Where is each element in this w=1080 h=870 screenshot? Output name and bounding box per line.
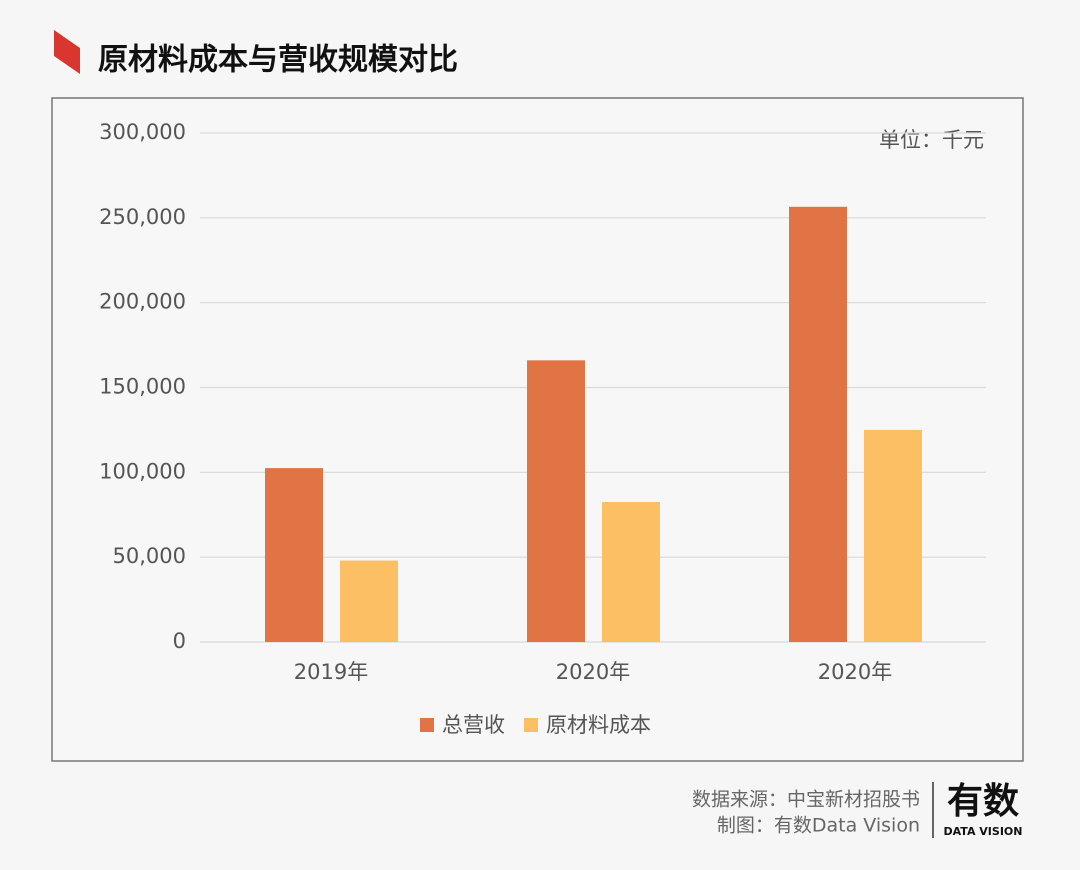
legend-label: 原材料成本 bbox=[546, 713, 651, 737]
y-tick-label: 250,000 bbox=[99, 205, 186, 229]
legend-label: 总营收 bbox=[442, 713, 505, 737]
chart-title: 原材料成本与营收规模对比 bbox=[98, 43, 458, 78]
bar bbox=[527, 360, 585, 642]
x-tick-label: 2020年 bbox=[556, 660, 630, 684]
bar bbox=[602, 502, 660, 642]
unit-note: 单位：千元 bbox=[879, 128, 984, 152]
x-tick-label: 2020年 bbox=[818, 660, 892, 684]
y-tick-label: 150,000 bbox=[99, 375, 186, 399]
bar bbox=[864, 429, 922, 642]
bar bbox=[789, 206, 847, 642]
credit-note: 制图：有数Data Vision bbox=[717, 815, 920, 837]
title-icon bbox=[54, 30, 80, 74]
y-tick-label: 0 bbox=[173, 629, 186, 653]
logo: 有数 bbox=[947, 781, 1019, 822]
y-tick-label: 100,000 bbox=[99, 459, 186, 483]
source-note: 数据来源：中宝新材招股书 bbox=[692, 789, 920, 811]
y-tick-label: 200,000 bbox=[99, 290, 186, 314]
legend-swatch bbox=[524, 718, 538, 732]
x-tick-label: 2019年 bbox=[294, 660, 368, 684]
bar bbox=[340, 560, 398, 642]
y-tick-label: 50,000 bbox=[113, 544, 186, 568]
logo-sub: DATA VISION bbox=[944, 825, 1023, 838]
y-tick-label: 300,000 bbox=[99, 120, 186, 144]
bar bbox=[265, 468, 323, 642]
legend-swatch bbox=[420, 718, 434, 732]
